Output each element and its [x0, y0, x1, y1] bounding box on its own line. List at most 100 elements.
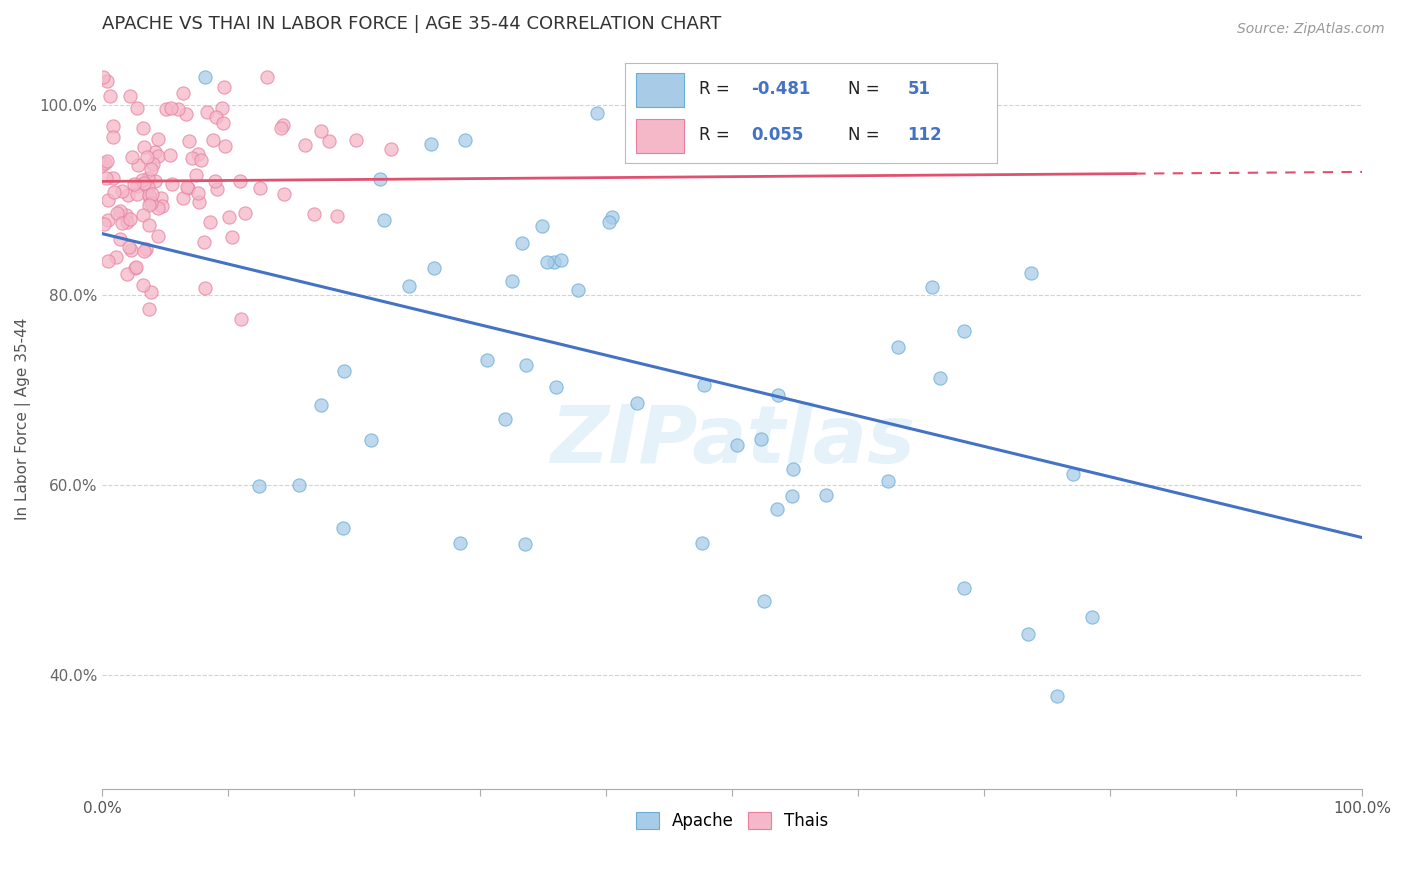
- Point: [131, 172, 153, 186]
- Point: [110, 232, 132, 246]
- Point: [114, 208, 136, 222]
- Point: [120, 89, 142, 103]
- Point: [91, 70, 114, 84]
- Point: [101, 120, 124, 134]
- Point: [423, 261, 446, 276]
- Point: [115, 215, 138, 229]
- Point: [141, 186, 163, 201]
- Point: [131, 120, 153, 135]
- Point: [1017, 627, 1039, 641]
- Point: [626, 396, 648, 410]
- Point: [121, 150, 143, 164]
- Point: [193, 235, 215, 249]
- Point: [318, 134, 340, 148]
- Point: [370, 172, 392, 186]
- Text: Source: ZipAtlas.com: Source: ZipAtlas.com: [1237, 22, 1385, 37]
- Point: [160, 178, 183, 192]
- Point: [311, 124, 333, 138]
- Point: [766, 502, 789, 516]
- Point: [247, 479, 270, 493]
- Point: [544, 380, 567, 394]
- Point: [815, 488, 838, 502]
- Point: [181, 151, 204, 165]
- Legend: Apache, Thais: Apache, Thais: [628, 805, 835, 837]
- Point: [585, 105, 607, 120]
- Point: [249, 181, 271, 195]
- Point: [122, 177, 145, 191]
- Point: [134, 140, 156, 154]
- Point: [132, 177, 155, 191]
- Point: [125, 102, 148, 116]
- Point: [201, 133, 224, 147]
- Point: [725, 438, 748, 452]
- Point: [1062, 467, 1084, 481]
- Point: [124, 260, 146, 275]
- Point: [536, 254, 558, 268]
- Point: [194, 70, 217, 84]
- Point: [928, 370, 950, 384]
- Point: [141, 285, 163, 300]
- Point: [184, 169, 207, 183]
- Point: [187, 147, 209, 161]
- Point: [146, 131, 169, 145]
- Point: [97, 193, 120, 207]
- Point: [132, 208, 155, 222]
- Point: [148, 149, 170, 163]
- Point: [174, 107, 197, 121]
- Point: [111, 216, 134, 230]
- Point: [139, 161, 162, 176]
- Point: [231, 312, 253, 326]
- Point: [190, 153, 212, 167]
- Point: [131, 278, 153, 293]
- Point: [96, 73, 118, 87]
- Point: [311, 398, 333, 412]
- Point: [876, 474, 898, 488]
- Point: [218, 210, 240, 224]
- Point: [96, 153, 118, 168]
- Point: [294, 138, 316, 153]
- Point: [118, 239, 141, 253]
- Point: [97, 212, 120, 227]
- Point: [602, 210, 624, 224]
- Point: [148, 201, 170, 215]
- Point: [501, 274, 523, 288]
- Point: [302, 207, 325, 221]
- Point: [287, 478, 309, 492]
- Point: [749, 432, 772, 446]
- Point: [139, 192, 162, 206]
- Point: [332, 521, 354, 535]
- Point: [454, 133, 477, 147]
- Point: [172, 86, 194, 100]
- Point: [98, 89, 121, 103]
- Point: [780, 490, 803, 504]
- Point: [1019, 266, 1042, 280]
- Point: [195, 105, 218, 120]
- Point: [142, 156, 165, 170]
- Point: [160, 101, 183, 115]
- Point: [921, 279, 943, 293]
- Point: [127, 179, 149, 194]
- Point: [200, 215, 222, 229]
- Point: [270, 120, 292, 135]
- Point: [229, 174, 252, 188]
- Point: [477, 353, 499, 368]
- Point: [127, 186, 149, 201]
- Point: [360, 434, 382, 448]
- Point: [419, 137, 441, 152]
- Point: [953, 324, 976, 338]
- Point: [233, 206, 256, 220]
- Text: ZIPatlas: ZIPatlas: [550, 402, 914, 480]
- Point: [138, 301, 160, 316]
- Point: [1045, 690, 1067, 704]
- Point: [188, 194, 211, 209]
- Point: [176, 180, 198, 194]
- Point: [124, 261, 146, 276]
- Point: [449, 536, 471, 550]
- Point: [120, 243, 142, 257]
- Point: [177, 181, 200, 195]
- Point: [567, 283, 589, 297]
- Point: [205, 110, 228, 124]
- Point: [104, 250, 127, 264]
- Point: [380, 142, 402, 156]
- Point: [136, 150, 159, 164]
